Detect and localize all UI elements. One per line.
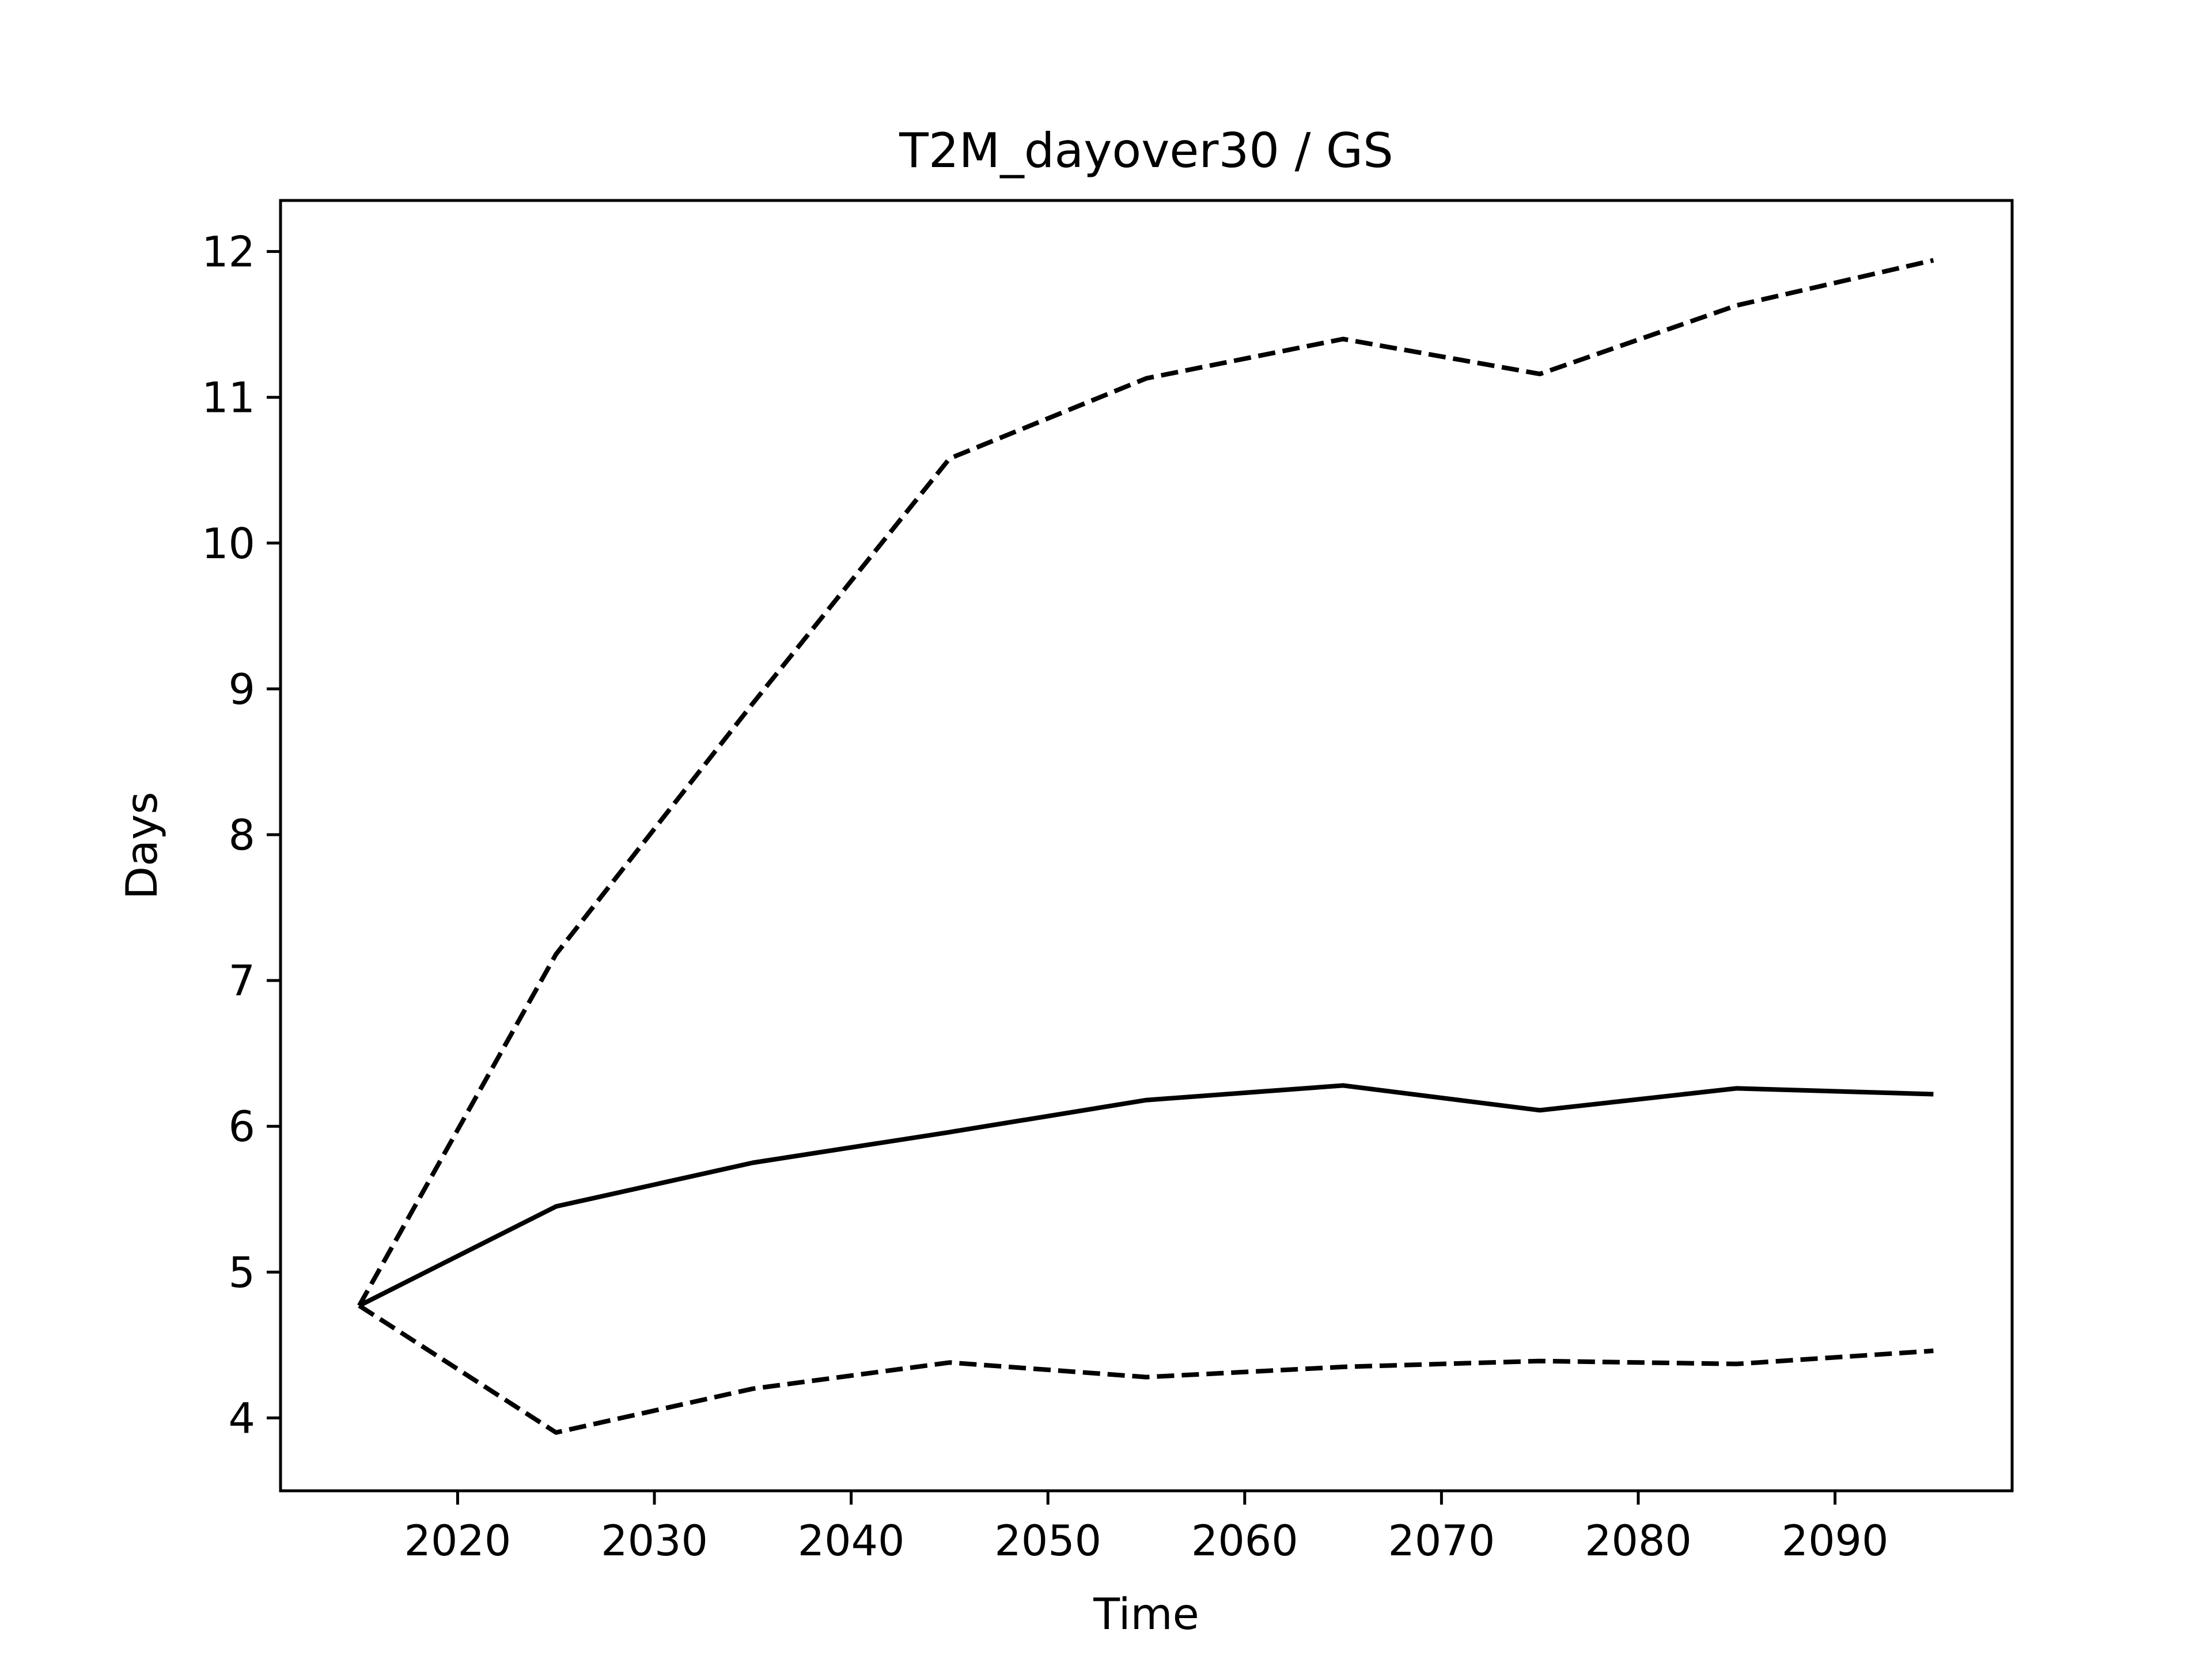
x-axis: 2020 2030 2040 2050 2060 2070 2080 2090 (404, 1491, 1889, 1566)
y-axis: 4 5 6 7 8 9 10 11 12 (202, 228, 281, 1443)
plot-frame (279, 199, 2014, 1493)
y-tick-label: 7 (229, 957, 255, 1006)
y-axis-label: Days (116, 791, 167, 899)
x-tick-label: 2060 (1191, 1517, 1298, 1566)
series-2-line (358, 1083, 1934, 1308)
y-tick-label: 4 (229, 1394, 255, 1443)
x-tick-label: 2070 (1388, 1517, 1495, 1566)
series-1-line (357, 257, 1934, 1307)
x-tick-label: 2030 (601, 1517, 708, 1566)
y-tick-label: 11 (202, 374, 255, 423)
chart-title: T2M_dayover30 / GS (899, 123, 1393, 179)
x-tick-label: 2040 (798, 1517, 905, 1566)
x-tick-label: 2020 (404, 1517, 512, 1566)
x-tick-label: 2050 (994, 1517, 1101, 1566)
y-tick-label: 12 (202, 228, 255, 277)
x-tick-label: 2090 (1782, 1517, 1889, 1566)
series-layer (357, 257, 1934, 1435)
plot-area (281, 200, 2012, 1491)
x-axis-label: Time (1093, 1589, 1199, 1639)
y-tick-label: 5 (229, 1248, 255, 1297)
series-3-line (358, 1304, 1934, 1435)
y-tick-label: 10 (202, 520, 255, 569)
y-tick-label: 9 (229, 665, 255, 714)
y-tick-label: 6 (229, 1103, 255, 1152)
y-tick-label: 8 (229, 811, 255, 860)
x-tick-label: 2080 (1585, 1517, 1692, 1566)
